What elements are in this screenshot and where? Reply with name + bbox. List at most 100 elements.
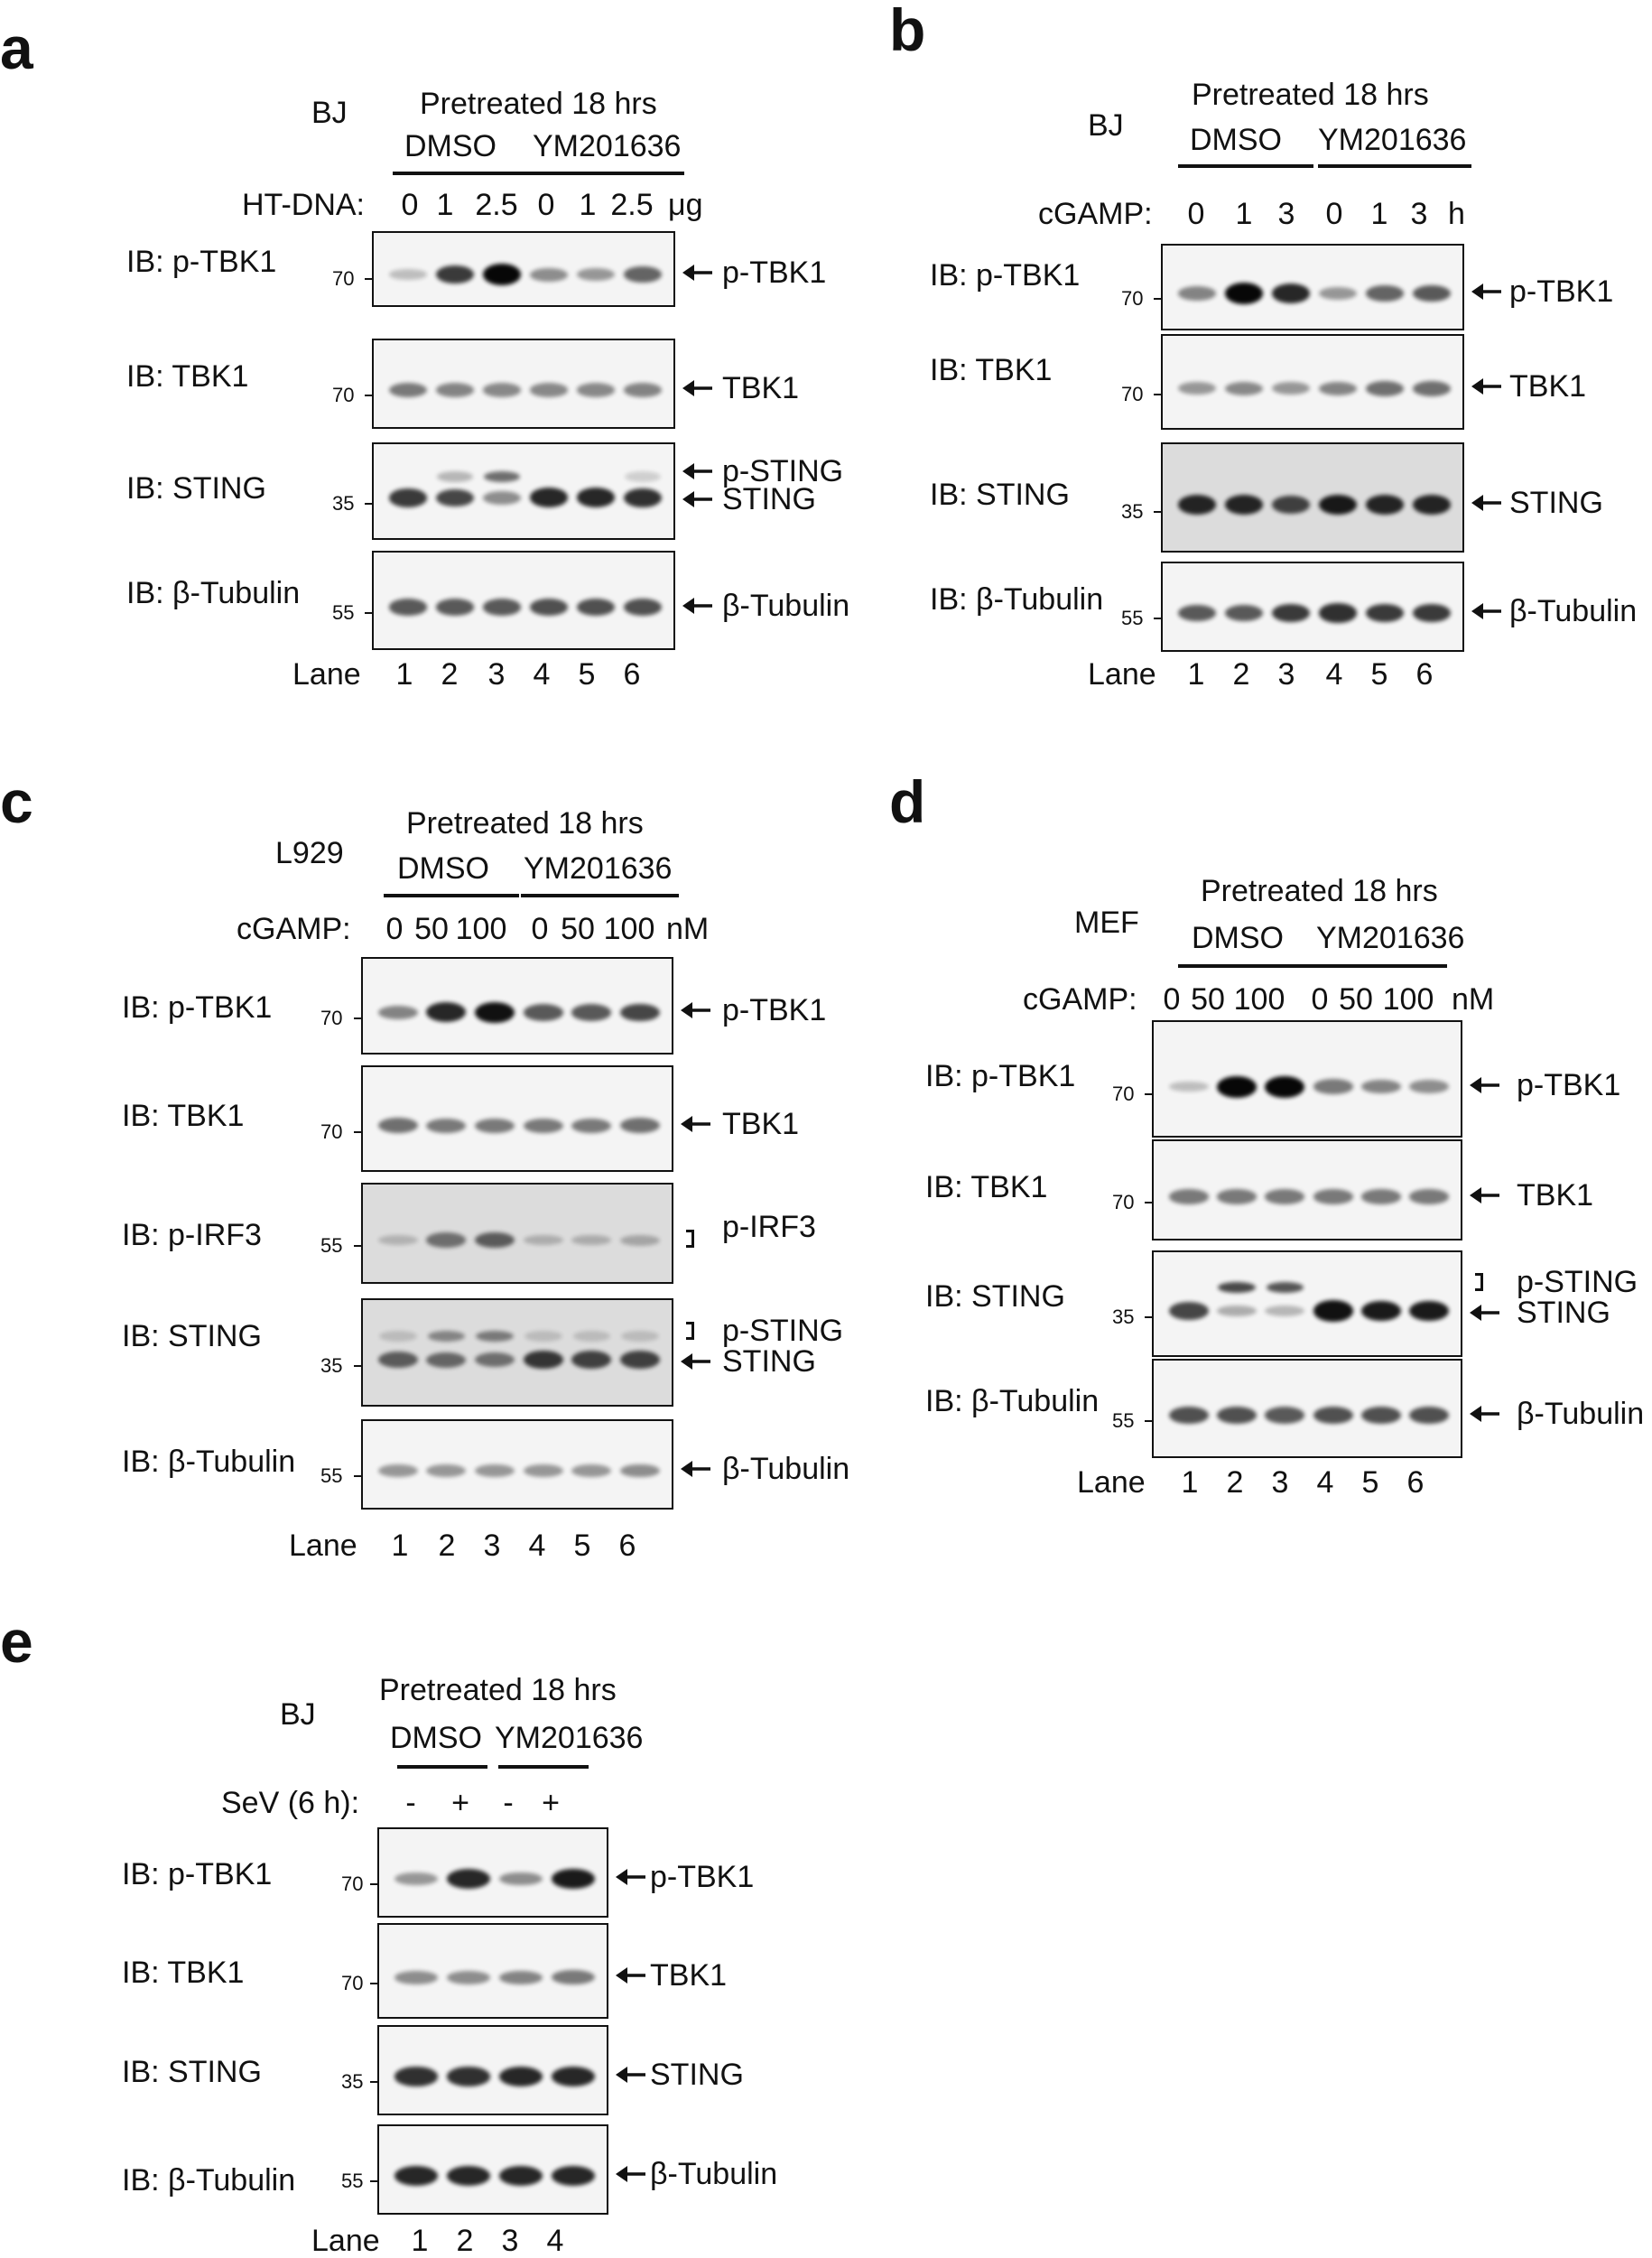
protein-band-upper (1218, 1282, 1256, 1294)
protein-band-upper (621, 1330, 660, 1342)
group-label-ym201636: YM201636 (533, 129, 682, 163)
target-label: STING (722, 482, 816, 517)
target-label: TBK1 (1509, 369, 1587, 404)
target-arrow (616, 2166, 645, 2182)
protein-band (1409, 1080, 1450, 1093)
blot-membrane (1152, 1020, 1462, 1138)
blot-membrane (377, 2025, 608, 2115)
lane-number: 3 (1271, 1465, 1289, 1500)
group-label-ym201636: YM201636 (1318, 123, 1467, 157)
target-label: p-TBK1 (1517, 1067, 1621, 1102)
dose-label: 100 (1233, 982, 1285, 1017)
treatment-label: SeV (6 h): (221, 1786, 360, 1820)
protein-band (1168, 1189, 1209, 1204)
blot-membrane (377, 2124, 608, 2215)
group-label-dmso: DMSO (404, 129, 497, 163)
group-underline (1178, 164, 1313, 168)
group-underline (1178, 964, 1318, 968)
blot-membrane (1161, 562, 1464, 652)
lane-number: 4 (546, 2224, 564, 2258)
protein-band (475, 1352, 515, 1368)
protein-band-upper (436, 471, 474, 483)
target-label: p-TBK1 (722, 993, 827, 1028)
lane-number: 1 (1187, 657, 1205, 692)
protein-band (377, 1464, 418, 1478)
mw-tick (365, 278, 372, 281)
protein-band (571, 1351, 612, 1369)
protein-band (571, 1464, 612, 1478)
protein-band (394, 1872, 438, 1886)
target-label-upper: p-STING (1517, 1265, 1638, 1300)
protein-band (623, 383, 663, 397)
protein-band (482, 490, 522, 505)
protein-band (1271, 496, 1311, 514)
protein-band (1318, 494, 1358, 516)
mw-tick (354, 1245, 361, 1248)
protein-band (576, 598, 616, 617)
group-label-dmso: DMSO (390, 1721, 482, 1755)
mw-tick (1154, 618, 1161, 619)
protein-band (435, 488, 475, 507)
dose-unit: μg (668, 188, 703, 222)
immunoblot-label: IB: p-IRF3 (122, 1218, 262, 1252)
mw-marker: 55 (1121, 607, 1144, 629)
dose-label: 50 (561, 912, 595, 946)
protein-band (1265, 1305, 1305, 1316)
dose-label: 100 (455, 912, 507, 946)
target-arrow (681, 1353, 710, 1370)
protein-band (447, 2166, 490, 2186)
target-arrow (682, 265, 712, 282)
protein-band (1361, 1189, 1401, 1204)
immunoblot-label: IB: TBK1 (126, 359, 249, 394)
protein-band (435, 383, 475, 397)
lane-number: 3 (1277, 657, 1295, 692)
protein-band (435, 265, 475, 284)
protein-band (523, 1464, 563, 1478)
mw-marker: 70 (320, 1120, 343, 1144)
treatment-label: cGAMP: (1023, 982, 1137, 1017)
group-underline (1316, 964, 1447, 968)
protein-band-upper (624, 471, 662, 483)
dose-label: 2.5 (610, 188, 654, 222)
lane-number: 2 (456, 2224, 474, 2258)
protein-band (482, 383, 522, 397)
mw-marker: 70 (332, 384, 355, 406)
protein-band (394, 1970, 438, 1984)
protein-band (475, 1464, 515, 1478)
mw-tick (365, 502, 372, 505)
lane-number: 5 (578, 657, 596, 692)
protein-band (1361, 1406, 1401, 1425)
immunoblot-label: IB: β-Tubulin (925, 1384, 1100, 1418)
protein-band (482, 599, 522, 616)
protein-band (523, 1234, 563, 1246)
lane-number: 4 (1325, 657, 1343, 692)
protein-band (377, 1005, 418, 1020)
protein-band (447, 1970, 490, 1984)
mw-tick (1154, 393, 1161, 395)
group-underline (397, 1765, 487, 1769)
group-label-dmso: DMSO (397, 851, 489, 886)
target-label: STING (650, 2058, 744, 2092)
mw-marker: 70 (341, 1872, 364, 1895)
immunoblot-label: IB: p-TBK1 (122, 990, 273, 1025)
lane-number: 2 (1226, 1465, 1244, 1500)
protein-band (1365, 495, 1405, 516)
protein-band (426, 1002, 467, 1023)
pretreatment-header: Pretreated 18 hrs (379, 1673, 617, 1707)
protein-band (475, 1001, 515, 1024)
protein-band (475, 1118, 515, 1134)
dose-label: 50 (1191, 982, 1225, 1017)
band-bracket (686, 1322, 694, 1340)
mw-tick (1154, 510, 1161, 513)
mw-tick (370, 1982, 377, 1984)
mw-marker: 35 (341, 2070, 364, 2093)
dose-label: + (542, 1786, 560, 1820)
protein-band (529, 488, 569, 508)
lane-label: Lane (1077, 1465, 1146, 1500)
protein-band (552, 2166, 595, 2186)
target-label: β-Tubulin (650, 2157, 778, 2191)
dose-label: 1 (1370, 197, 1388, 231)
group-label-dmso: DMSO (1190, 123, 1282, 157)
group-underline (498, 1765, 589, 1769)
dose-label: 1 (436, 188, 454, 222)
